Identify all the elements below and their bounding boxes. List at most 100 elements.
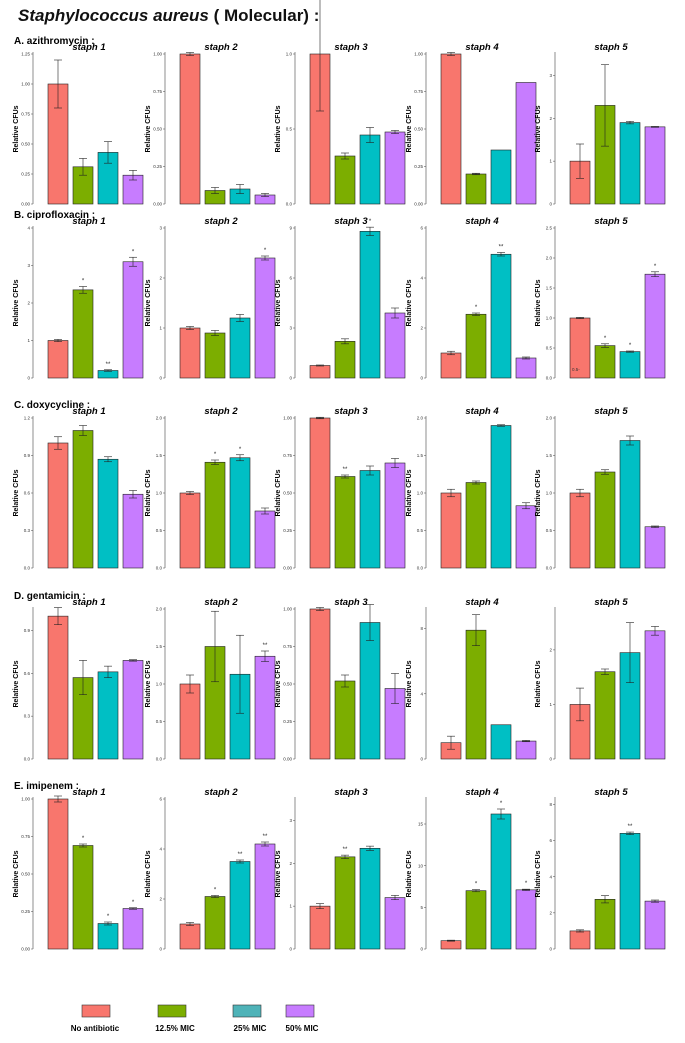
bar [309,365,331,379]
y-axis-label: Relative CFUs [535,850,542,897]
y-tick-label: 6 [289,276,292,281]
y-tick-label: 1.0 [417,491,424,496]
y-tick-label: 0 [420,757,423,762]
significance-marker: ** [343,847,348,853]
significance-marker: ** [238,852,243,858]
y-tick-label: 4 [549,874,552,879]
y-tick-label: 0.75 [21,112,30,117]
bar [515,740,537,760]
bar [334,680,356,760]
y-tick-label: 1 [549,159,552,164]
panel-title: staph 4 [465,42,499,53]
legend-label: No antibiotic [71,1024,120,1033]
y-axis-label: Relative CFUs [406,660,413,707]
annotation: 0.5- [572,367,580,372]
y-tick-label: 2 [420,326,423,331]
panel-title: staph 4 [465,597,499,608]
bar [384,897,406,950]
y-tick-label: 4 [420,691,423,696]
y-tick-label: 0.00 [414,202,423,207]
bar [359,231,381,379]
bar [465,482,487,569]
page-title-rest: ( Molecular) : [208,6,320,25]
y-tick-label: 1.5 [156,644,163,649]
y-tick-label: 6 [159,797,162,802]
y-tick-label: 0.0 [156,566,163,571]
bar [97,923,119,950]
y-tick-label: 0.00 [283,757,292,762]
y-tick-label: 0.00 [21,202,30,207]
y-axis-label: Relative CFUs [13,850,20,897]
bar [97,370,119,379]
y-tick-label: 1.0 [156,682,163,687]
y-tick-label: 0.50 [21,142,30,147]
bar [465,629,487,760]
significance-marker: * [475,882,478,888]
y-tick-label: 4 [420,276,423,281]
y-tick-label: 9 [289,226,292,231]
bar [644,526,666,569]
y-axis-label: Relative CFUs [13,469,20,516]
y-tick-label: 1.00 [21,82,30,87]
y-axis-label: Relative CFUs [275,660,282,707]
bar [490,425,512,569]
y-tick-label: 1.5 [156,453,163,458]
bar [72,430,94,569]
y-tick-label: 6 [549,838,552,843]
legend-label: 12.5% MIC [155,1024,195,1033]
bar [515,357,537,379]
y-tick-label: 0.0 [546,566,553,571]
bar [384,131,406,205]
y-tick-label: 0.25 [21,172,30,177]
y-tick-label: 0.25 [153,164,162,169]
y-tick-label: 2 [549,116,552,121]
y-tick-label: 2 [27,301,30,306]
significance-marker: * [369,219,372,225]
significance-marker: * [214,452,217,458]
y-tick-label: 1.0 [156,491,163,496]
significance-marker: * [500,801,503,807]
bar [644,273,666,379]
bar [440,940,462,950]
bar [309,417,331,569]
y-axis-label: Relative CFUs [535,105,542,152]
panel-title: staph 5 [594,787,628,798]
panel-title: staph 1 [72,597,105,608]
y-tick-label: 0.50 [21,872,30,877]
bar [594,345,616,379]
bar [384,312,406,379]
bar [47,340,69,379]
bar [515,82,537,205]
y-tick-label: 0.25 [21,909,30,914]
y-tick-label: 0.25 [283,719,292,724]
bar [440,352,462,379]
bar [254,655,276,760]
panel-title: staph 5 [594,42,628,53]
bar [229,861,251,950]
bar [515,505,537,569]
bar [122,493,144,569]
section-label: B. ciprofloxacin : [14,210,95,221]
y-axis-label: Relative CFUs [13,105,20,152]
y-tick-label: 0.5 [156,719,163,724]
y-tick-label: 10 [418,863,424,868]
panel-title: staph 2 [204,42,238,53]
y-tick-label: 1.25 [21,52,30,57]
y-tick-label: 0 [159,376,162,381]
y-tick-label: 1.2 [24,416,31,421]
section-label: D. gentamicin : [14,591,86,602]
y-tick-label: 3 [549,73,552,78]
y-axis-label: Relative CFUs [406,469,413,516]
bar [490,724,512,760]
y-tick-label: 4 [27,226,30,231]
y-tick-label: 1 [549,702,552,707]
bar [490,149,512,205]
panel-title: staph 3 [334,42,368,53]
y-tick-label: 0.6 [24,671,31,676]
y-tick-label: 2 [159,897,162,902]
y-tick-label: 0.50 [283,491,292,496]
bar [359,622,381,760]
y-tick-label: 15 [418,822,424,827]
y-tick-label: 3 [289,326,292,331]
